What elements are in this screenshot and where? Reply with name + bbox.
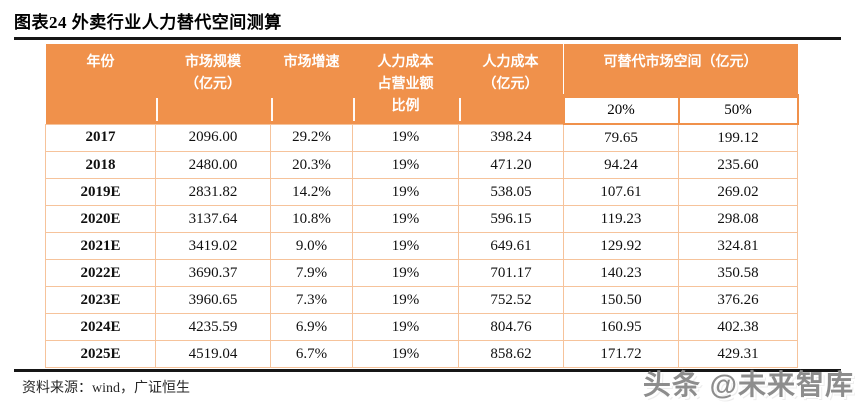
col-header-growth: 市场增速: [270, 44, 353, 124]
col-header-labor-cost: 人力成本 （亿元）: [458, 44, 564, 124]
cell-market-size: 2831.82: [155, 178, 271, 206]
header-row-sub: 20% 50%: [46, 94, 799, 125]
cell-labor-ratio: 19%: [352, 232, 459, 260]
cell-year: 2017: [45, 123, 156, 152]
table-row: 2021E 3419.02 9.0% 19% 649.61 129.92 324…: [45, 232, 798, 260]
cell-labor-cost: 752.52: [458, 286, 564, 314]
cell-replaceable-50: 429.31: [678, 340, 798, 368]
cell-labor-ratio: 19%: [352, 286, 459, 314]
cell-labor-ratio: 19%: [352, 123, 459, 152]
cell-market-size: 3960.65: [155, 286, 271, 314]
cell-growth: 6.7%: [270, 340, 353, 368]
cell-labor-cost: 398.24: [458, 123, 564, 152]
cell-labor-cost: 649.61: [458, 232, 564, 260]
cell-replaceable-50: 402.38: [678, 313, 798, 341]
cell-replaceable-50: 324.81: [678, 232, 798, 260]
source-note: 资料来源：wind，广证恒生: [22, 381, 190, 396]
table-row: 2024E 4235.59 6.9% 19% 804.76 160.95 402…: [45, 313, 798, 341]
cell-market-size: 2480.00: [155, 151, 271, 179]
cell-market-size: 4235.59: [155, 313, 271, 341]
bottom-rule: [14, 369, 841, 372]
cell-replaceable-20: 94.24: [563, 151, 679, 179]
col-header-market-size: 市场规模 （亿元）: [155, 44, 271, 124]
cell-market-size: 3419.02: [155, 232, 271, 260]
cell-labor-cost: 596.15: [458, 205, 564, 233]
cell-replaceable-20: 107.61: [563, 178, 679, 206]
table-row: 2023E 3960.65 7.3% 19% 752.52 150.50 376…: [45, 286, 798, 314]
table-row: 2019E 2831.82 14.2% 19% 538.05 107.61 26…: [45, 178, 798, 206]
top-rule: [14, 37, 841, 40]
cell-labor-cost: 471.20: [458, 151, 564, 179]
cell-year: 2025E: [45, 340, 156, 368]
cell-replaceable-20: 140.23: [563, 259, 679, 287]
cell-replaceable-50: 350.58: [678, 259, 798, 287]
cell-growth: 29.2%: [270, 123, 353, 152]
cell-growth: 6.9%: [270, 313, 353, 341]
cell-year: 2021E: [45, 232, 156, 260]
cell-labor-cost: 804.76: [458, 313, 564, 341]
cell-growth: 20.3%: [270, 151, 353, 179]
cell-growth: 7.9%: [270, 259, 353, 287]
watermark-text: 头条 @未来智库: [642, 369, 854, 400]
cell-replaceable-50: 269.02: [678, 178, 798, 206]
cell-year: 2024E: [45, 313, 156, 341]
cell-market-size: 4519.04: [155, 340, 271, 368]
cell-replaceable-20: 171.72: [563, 340, 679, 368]
cell-year: 2020E: [45, 205, 156, 233]
cell-labor-cost: 858.62: [458, 340, 564, 368]
cell-market-size: 3690.37: [155, 259, 271, 287]
col-subheader-20pct: 20%: [562, 94, 680, 125]
cell-year: 2023E: [45, 286, 156, 314]
table-row: 2025E 4519.04 6.7% 19% 858.62 171.72 429…: [45, 340, 798, 368]
col-subheader-50pct: 50%: [677, 94, 799, 125]
col-header-labor-ratio: 人力成本 占营业额 比例: [352, 44, 459, 124]
cell-labor-ratio: 19%: [352, 178, 459, 206]
cell-replaceable-50: 235.60: [678, 151, 798, 179]
cell-labor-ratio: 19%: [352, 259, 459, 287]
col-header-year: 年份: [45, 44, 156, 124]
cell-labor-cost: 538.05: [458, 178, 564, 206]
cell-replaceable-20: 160.95: [563, 313, 679, 341]
cell-replaceable-20: 150.50: [563, 286, 679, 314]
cell-year: 2018: [45, 151, 156, 179]
table-body: 2017 2096.00 29.2% 19% 398.24 79.65 199.…: [45, 123, 798, 368]
table-row: 2022E 3690.37 7.9% 19% 701.17 140.23 350…: [45, 259, 798, 287]
cell-growth: 14.2%: [270, 178, 353, 206]
cell-replaceable-20: 129.92: [563, 232, 679, 260]
table-row: 2017 2096.00 29.2% 19% 398.24 79.65 199.…: [45, 123, 798, 152]
cell-year: 2019E: [45, 178, 156, 206]
table-row: 2018 2480.00 20.3% 19% 471.20 94.24 235.…: [45, 151, 798, 179]
cell-labor-ratio: 19%: [352, 340, 459, 368]
cell-market-size: 2096.00: [155, 123, 271, 152]
cell-growth: 7.3%: [270, 286, 353, 314]
cell-replaceable-50: 298.08: [678, 205, 798, 233]
cell-replaceable-50: 199.12: [678, 123, 798, 152]
cell-year: 2022E: [45, 259, 156, 287]
cell-labor-ratio: 19%: [352, 151, 459, 179]
col-header-replaceable-space: 可替代市场空间（亿元）: [563, 44, 798, 96]
figure-title: 图表24 外卖行业人力替代空间测算: [14, 13, 282, 32]
table-row: 2020E 3137.64 10.8% 19% 596.15 119.23 29…: [45, 205, 798, 233]
cell-market-size: 3137.64: [155, 205, 271, 233]
cell-labor-ratio: 19%: [352, 313, 459, 341]
cell-labor-ratio: 19%: [352, 205, 459, 233]
cell-replaceable-50: 376.26: [678, 286, 798, 314]
cell-labor-cost: 701.17: [458, 259, 564, 287]
labor-substitution-table: 年份 市场规模 （亿元） 市场增速 人力成本 占营业额 比例 人力成本 （亿元）…: [45, 44, 799, 368]
table-header: 年份 市场规模 （亿元） 市场增速 人力成本 占营业额 比例 人力成本 （亿元）…: [45, 44, 799, 125]
header-row-main: 年份 市场规模 （亿元） 市场增速 人力成本 占营业额 比例 人力成本 （亿元）…: [45, 44, 798, 124]
cell-growth: 9.0%: [270, 232, 353, 260]
cell-replaceable-20: 79.65: [563, 123, 679, 152]
cell-growth: 10.8%: [270, 205, 353, 233]
cell-replaceable-20: 119.23: [563, 205, 679, 233]
